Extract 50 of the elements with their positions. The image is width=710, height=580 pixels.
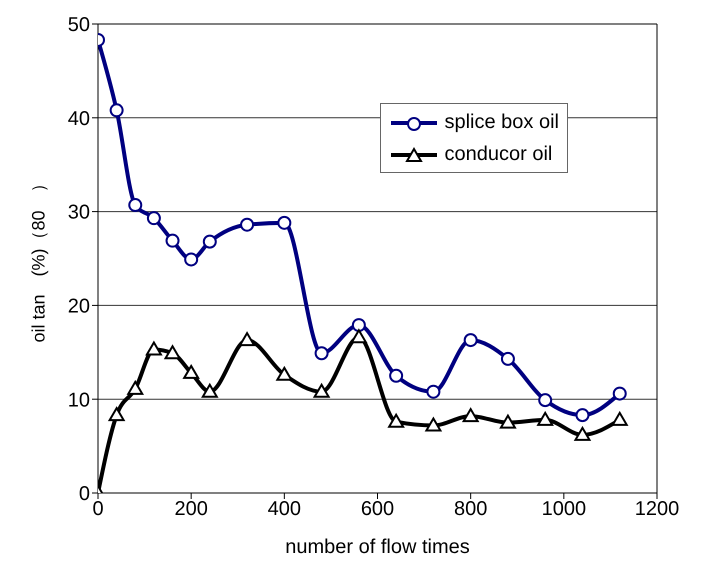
x-tick-label: 1200	[634, 498, 680, 520]
point	[612, 386, 627, 401]
point	[537, 412, 554, 426]
point	[166, 234, 180, 248]
y-tick-label: 50	[68, 14, 90, 36]
point	[146, 211, 161, 226]
point	[574, 426, 590, 441]
point	[314, 346, 329, 360]
point	[388, 414, 404, 428]
y-tick-label: 20	[68, 296, 90, 318]
point	[239, 332, 256, 346]
point	[500, 414, 516, 429]
point	[352, 318, 366, 332]
x-axis-title: number of flow times	[285, 536, 470, 558]
point	[538, 393, 552, 408]
point	[184, 252, 198, 266]
x-tick-label: 800	[454, 498, 488, 520]
legend-label: conducor oil	[444, 143, 552, 165]
x-tick-label: 1000	[542, 498, 586, 520]
point	[276, 366, 292, 381]
point	[462, 408, 479, 422]
point	[277, 216, 292, 230]
y-tick-label: 0	[78, 483, 90, 506]
point	[146, 341, 162, 356]
point	[425, 417, 442, 432]
y-axis-title: oil tan (%)（80 ）	[28, 174, 48, 343]
y-tick-label: 30	[68, 202, 90, 224]
point	[128, 198, 142, 212]
y-tick-label: 10	[68, 389, 90, 412]
point	[202, 234, 217, 249]
point	[240, 218, 254, 232]
x-tick-label: 400	[268, 498, 302, 520]
point	[314, 384, 330, 398]
legend-label: splice box oil	[444, 111, 559, 133]
point	[612, 412, 628, 426]
point	[183, 364, 200, 379]
x-tick-label: 200	[174, 498, 208, 520]
point	[389, 368, 404, 383]
point	[426, 384, 440, 399]
x-tick-label: 600	[360, 498, 394, 520]
point	[500, 352, 515, 366]
point	[110, 103, 124, 118]
point	[202, 384, 218, 398]
point	[575, 408, 590, 422]
point	[164, 345, 181, 360]
y-tick-label: 40	[68, 108, 90, 130]
point	[108, 407, 125, 422]
x-tick-label: 0	[92, 498, 104, 520]
point	[464, 333, 478, 348]
point	[127, 380, 144, 395]
